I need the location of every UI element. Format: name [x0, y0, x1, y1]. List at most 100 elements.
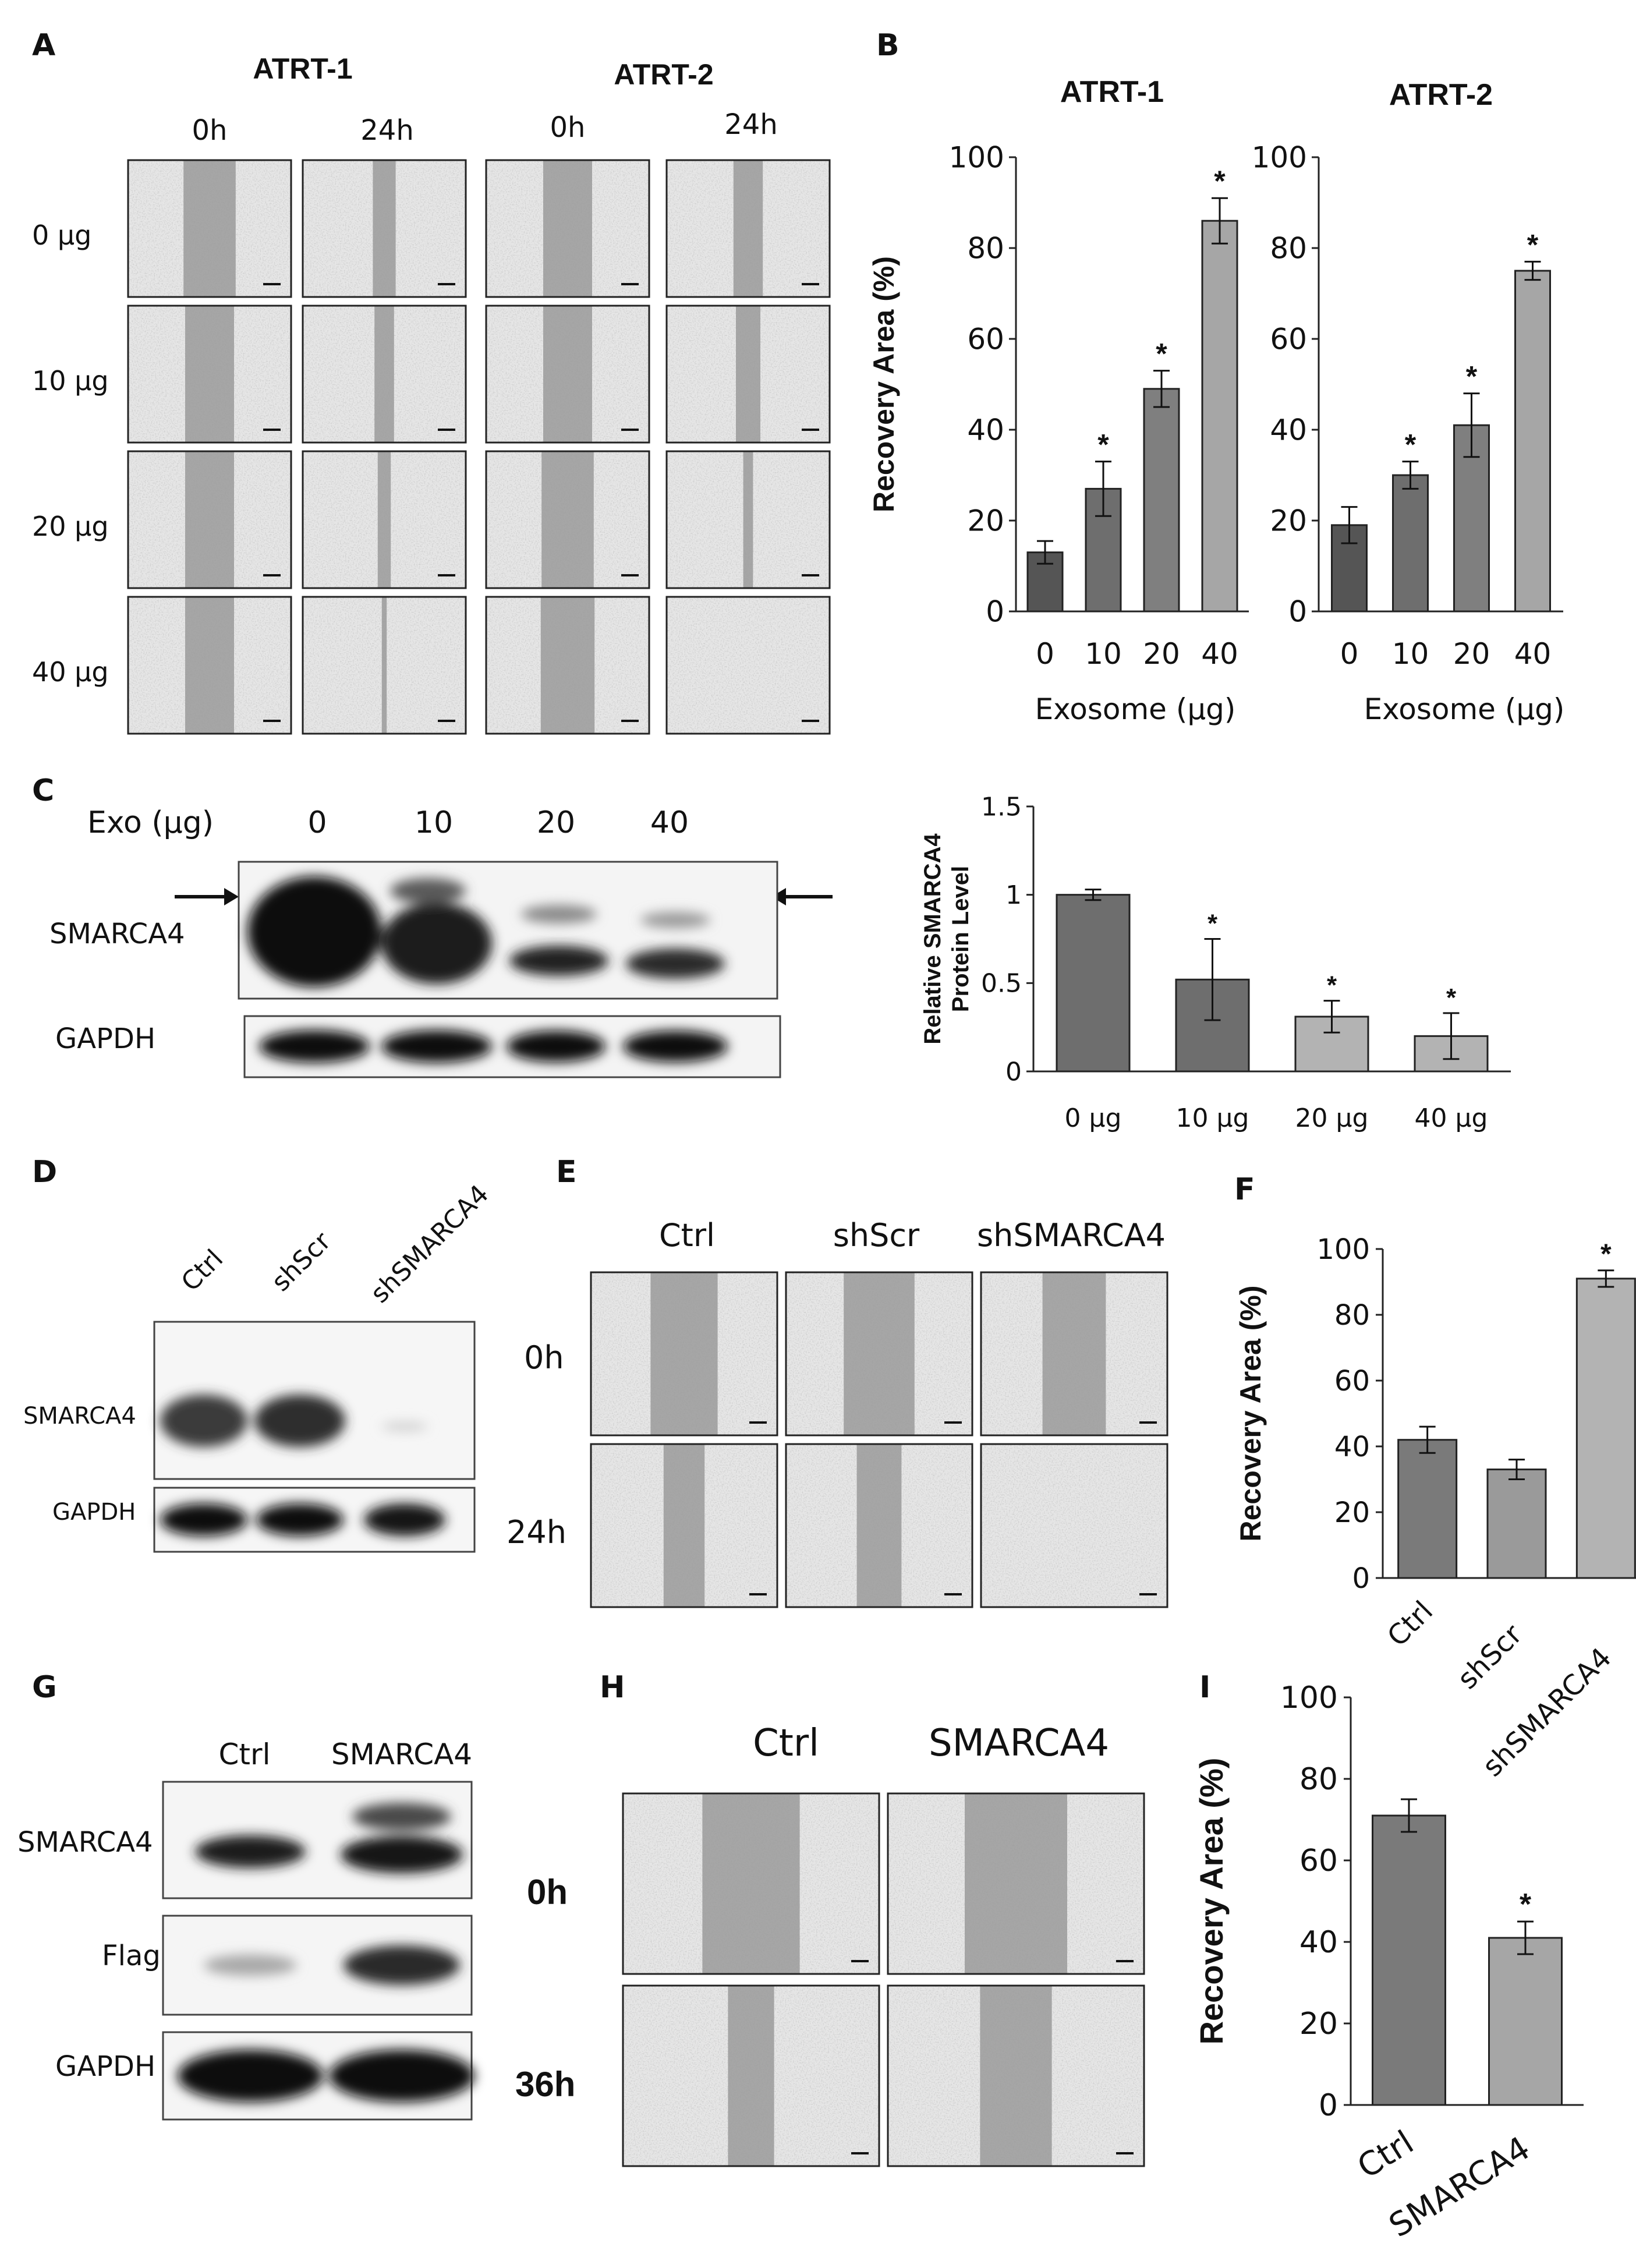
- wound-image-a: [302, 596, 467, 735]
- panel-label-d: D: [32, 1155, 57, 1190]
- y-axis-label: Recovery Area (%): [1234, 1285, 1267, 1541]
- y-tick-label: 100: [1252, 141, 1307, 175]
- category-label: 40 µg: [1415, 1103, 1488, 1133]
- panel-label-b: B: [876, 28, 900, 63]
- significance-star: *: [1446, 983, 1457, 1012]
- y-tick-label: 0: [1352, 1562, 1370, 1595]
- y-tick-label: 80: [1270, 232, 1307, 266]
- y-tick-label: 1: [1005, 880, 1022, 910]
- wound-image-a: [127, 305, 292, 444]
- wound-image-e: [980, 1271, 1168, 1436]
- panel-e-col-3: shSMARCA4: [977, 1217, 1166, 1254]
- category-label: 20 µg: [1295, 1103, 1369, 1133]
- bar: [1488, 1937, 1563, 2106]
- wound-image-a: [127, 596, 292, 735]
- y-tick-label: 20: [1270, 504, 1307, 538]
- category-label: 0: [1340, 637, 1359, 671]
- panel-label-h: H: [600, 1670, 625, 1705]
- y-tick-label: 0: [986, 595, 1004, 629]
- y-tick-label: 1.5: [981, 792, 1022, 822]
- panel-g-blot-flag: [162, 1915, 473, 2016]
- panel-c-protein-1: SMARCA4: [49, 918, 185, 950]
- panel-d-protein-1: SMARCA4: [23, 1403, 136, 1430]
- significance-star: *: [1527, 228, 1539, 261]
- wound-image-e: [785, 1443, 973, 1608]
- panel-g-lane-2: SMARCA4: [331, 1738, 472, 1771]
- panel-e-row-1: 0h: [524, 1339, 564, 1376]
- chart-b-atrt2: 0 20 40 60 80 100 0 * 10 * 20 * 40 ATRT-2 Exosome (µg): [1252, 78, 1565, 726]
- category-label: 40: [1201, 637, 1238, 671]
- bar: [1392, 474, 1429, 613]
- panel-h-col-2: SMARCA4: [929, 1722, 1109, 1765]
- panel-g-lane-1: Ctrl: [219, 1738, 271, 1771]
- panel-e-row-2: 24h: [507, 1514, 566, 1551]
- panel-h-col-1: Ctrl: [753, 1722, 819, 1765]
- y-tick-label: 80: [1299, 1762, 1338, 1797]
- panel-g-protein-1: SMARCA4: [17, 1826, 153, 1859]
- bar: [1201, 220, 1238, 613]
- panel-a-row-4: 40 µg: [32, 656, 109, 688]
- panel-a-group-1: ATRT-1: [253, 52, 352, 85]
- panel-c-arrow-left: [175, 888, 239, 905]
- x-axis-label: Exosome (µg): [1364, 692, 1565, 726]
- category-label: Ctrl: [1351, 2124, 1420, 2186]
- chart-title: ATRT-2: [1389, 78, 1493, 112]
- panel-g-protein-2: Flag: [102, 1940, 161, 1972]
- bar: [1575, 1278, 1636, 1579]
- category-label: 10: [1392, 637, 1429, 671]
- panel-g-blot-gapdh: [162, 2031, 474, 2121]
- wound-image-a: [665, 596, 831, 735]
- panel-h-row-2: 36h: [515, 2065, 575, 2104]
- x-axis-label: Exosome (µg): [1035, 692, 1236, 726]
- panel-label-c: C: [32, 773, 54, 808]
- y-tick-label: 40: [1334, 1431, 1370, 1463]
- wound-image-h: [622, 1792, 880, 1975]
- category-label: 0 µg: [1065, 1103, 1122, 1133]
- y-tick-label: 40: [967, 413, 1004, 447]
- y-tick-label: 60: [1299, 1844, 1338, 1878]
- wound-image-h: [887, 1792, 1145, 1975]
- y-axis-label: Recovery Area (%): [867, 256, 900, 512]
- y-tick-label: 0: [1319, 2088, 1338, 2123]
- significance-star: *: [1327, 971, 1337, 1000]
- panel-a-time-4: 24h: [724, 108, 778, 141]
- panel-label-i: I: [1199, 1670, 1210, 1705]
- significance-star: *: [1466, 360, 1478, 393]
- panel-a-row-3: 20 µg: [32, 511, 109, 542]
- panel-d-blot-gapdh: [153, 1487, 476, 1553]
- significance-star: *: [1214, 165, 1226, 197]
- chart-b-atrt1: 0 20 40 60 80 100 0 * 10 * 20 * 40 Recovery Area (%) A…: [867, 75, 1249, 726]
- bar: [1056, 894, 1131, 1073]
- panel-c-lane-4: 40: [650, 805, 689, 840]
- y-axis-label: Protein Level: [948, 866, 973, 1012]
- panel-label-g: G: [32, 1670, 57, 1705]
- panel-c-protein-2: GAPDH: [55, 1022, 155, 1055]
- y-tick-label: 60: [1270, 323, 1307, 356]
- wound-image-e: [590, 1443, 778, 1608]
- bar: [1514, 270, 1551, 613]
- y-tick-label: 20: [1334, 1496, 1370, 1529]
- significance-star: *: [1156, 338, 1167, 370]
- y-tick-label: 0: [1288, 595, 1307, 629]
- wound-image-a: [302, 305, 467, 444]
- y-axis-label: Recovery Area (%): [1193, 1758, 1230, 2045]
- wound-image-a: [665, 450, 831, 589]
- bar: [1397, 1439, 1458, 1579]
- panel-a-wound-images: [127, 159, 831, 735]
- y-tick-label: 100: [949, 141, 1004, 175]
- panel-a-row-1: 0 µg: [32, 220, 91, 251]
- panel-d-lane-1: Ctrl: [176, 1244, 229, 1297]
- category-label: shScr: [1451, 1618, 1529, 1696]
- panel-c-blot-gapdh: [243, 1015, 781, 1078]
- wound-image-h: [622, 1984, 880, 2167]
- wound-image-a: [485, 159, 650, 298]
- chart-c-smarca4-level: 0 0.5 1 1.5 0 µg * 10 µg * 20 µg * 40 µg Relative S…: [920, 792, 1511, 1133]
- panel-label-f: F: [1234, 1172, 1255, 1207]
- significance-star: *: [1097, 429, 1109, 461]
- wound-image-h: [887, 1984, 1145, 2167]
- significance-star: *: [1405, 429, 1417, 461]
- wound-image-e: [980, 1443, 1168, 1608]
- wound-image-a: [485, 596, 650, 735]
- significance-star: *: [1207, 910, 1218, 938]
